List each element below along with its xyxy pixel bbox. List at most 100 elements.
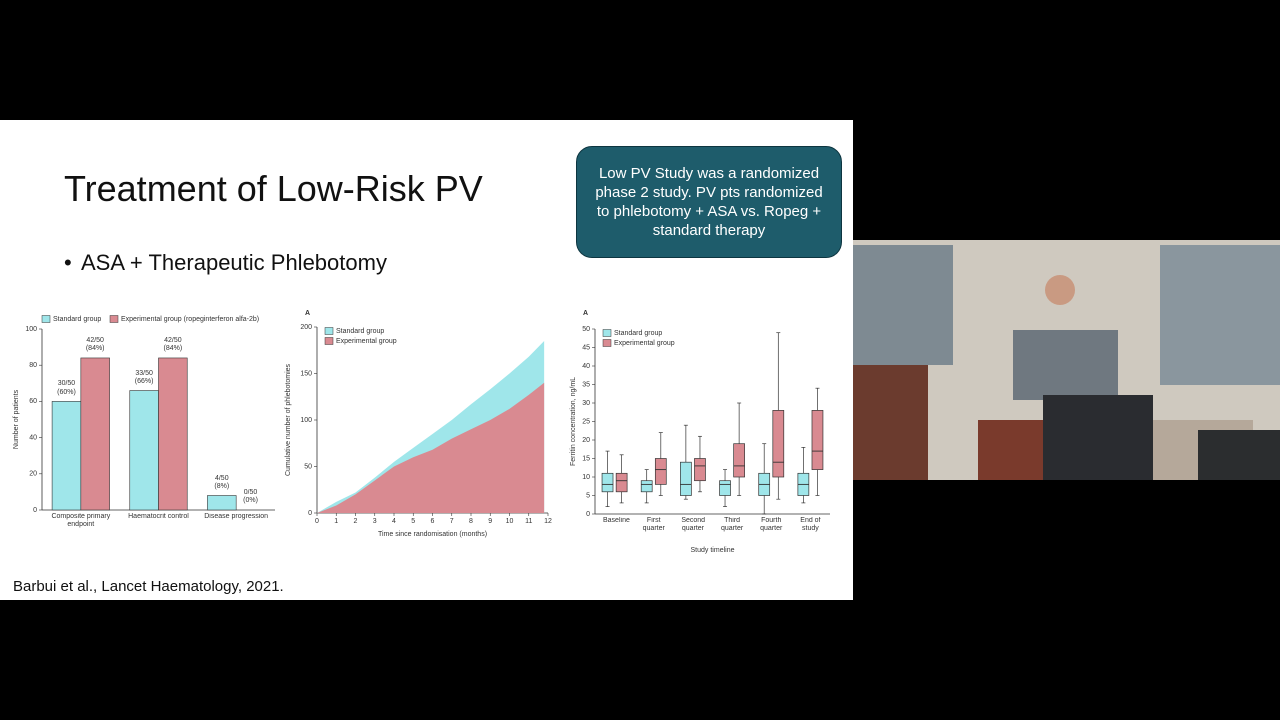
legend-label: Experimental group (ropeginterferon alfa… xyxy=(121,316,259,323)
value-label-box: 42/50 (84%) xyxy=(85,336,105,353)
y-tick-label: 20 xyxy=(582,437,590,444)
y-tick-label: 10 xyxy=(582,474,590,481)
chart-bar: 0 20 40 60 80 100 Number of patients Standard g… xyxy=(13,315,275,528)
value-label: 33/50 (66%) xyxy=(134,369,154,385)
window xyxy=(1160,245,1280,385)
y-axis-title: Cumulative number of phlebotomies xyxy=(285,363,292,476)
bar xyxy=(129,390,159,511)
callout: Low PV Study was a randomized phase 2 st… xyxy=(576,146,842,258)
bullet-dot: • xyxy=(64,250,72,275)
x-tick-label: Second quarter xyxy=(681,517,706,533)
x-tick-label-box: Haematocrit control xyxy=(128,513,189,520)
legend-label: Experimental group xyxy=(336,338,397,345)
legend-label: Standard group xyxy=(53,316,101,323)
y-tick-label: 30 xyxy=(582,400,590,407)
x-tick-label: Baseline xyxy=(603,517,630,524)
y-tick-label: 60 xyxy=(29,398,37,405)
speaker-head xyxy=(1045,275,1075,305)
y-tick-label: 200 xyxy=(300,324,312,331)
legend-swatch xyxy=(324,337,334,345)
x-tick-label: 3 xyxy=(373,518,377,525)
legend-label: Standard group xyxy=(336,328,384,335)
y-tick-label: 150 xyxy=(300,370,312,377)
x-tick-label-box: Second quarter xyxy=(681,517,706,533)
box xyxy=(615,472,628,493)
bullet: ASA + Therapeutic Phlebotomy xyxy=(81,250,387,275)
legend-label: Experimental group xyxy=(614,340,675,347)
box xyxy=(654,458,667,485)
x-tick-label: Disease progression xyxy=(204,513,269,520)
y-tick-label: 15 xyxy=(582,455,590,462)
bar xyxy=(51,401,82,511)
x-tick-label-box: Baseline xyxy=(603,517,630,524)
x-tick-label: 9 xyxy=(488,518,492,525)
x-tick-label: 6 xyxy=(431,518,435,525)
x-tick-label: 2 xyxy=(354,518,358,525)
x-axis-title: Study timeline xyxy=(691,547,735,554)
speaker xyxy=(1013,330,1118,400)
value-label-box: 42/50 (84%) xyxy=(163,336,183,353)
x-axis-title: Time since randomisation (months) xyxy=(378,531,487,538)
box xyxy=(694,458,706,482)
y-tick-label: 100 xyxy=(300,417,312,424)
box xyxy=(772,410,785,478)
bar xyxy=(80,357,110,511)
x-tick-label: 0 xyxy=(315,518,319,525)
value-label: 4/50 (8%) xyxy=(214,474,230,490)
legend-swatch xyxy=(41,315,51,323)
box xyxy=(719,480,731,496)
x-tick-label: 12 xyxy=(544,518,552,525)
y-tick-label: 0 xyxy=(586,511,590,518)
y-tick-label: 45 xyxy=(582,344,590,351)
y-tick-label: 35 xyxy=(582,381,590,388)
x-tick-label-box: End of study xyxy=(800,517,821,533)
value-label-box: 30/50 (60%) xyxy=(57,380,76,395)
y-tick-label: 40 xyxy=(582,363,590,370)
y-tick-label: 20 xyxy=(29,471,37,478)
box xyxy=(601,472,614,493)
box xyxy=(733,443,745,478)
box xyxy=(640,480,653,493)
y-axis-title: Number of patients xyxy=(13,389,20,449)
slide-title: Treatment of Low-Risk PV xyxy=(64,168,483,209)
window xyxy=(853,245,953,365)
bar xyxy=(207,495,237,511)
x-tick-label: Third quarter xyxy=(720,517,744,533)
x-tick-label: End of study xyxy=(800,517,821,533)
x-tick-label: 1 xyxy=(334,518,338,525)
bar xyxy=(158,357,188,511)
value-label: 0/50 (0%) xyxy=(243,489,258,505)
y-tick-label: 50 xyxy=(304,463,312,470)
value-label: 42/50 (84%) xyxy=(85,336,105,353)
legend-label: Standard group xyxy=(614,330,662,337)
x-tick-label: 10 xyxy=(506,518,514,525)
panel-label: A xyxy=(305,310,310,317)
x-tick-label-box: First quarter xyxy=(643,517,665,532)
podium xyxy=(853,365,928,480)
y-tick-label: 0 xyxy=(33,507,37,514)
x-tick-label: Haematocrit control xyxy=(128,513,189,520)
legend-swatch xyxy=(324,327,334,335)
x-tick-label: 8 xyxy=(469,518,473,525)
box xyxy=(811,410,824,470)
value-label: 42/50 (84%) xyxy=(163,336,183,353)
trash-bins xyxy=(1198,430,1280,480)
y-tick-label: 100 xyxy=(25,326,37,333)
slide: Treatment of Low-Risk PV • ASA + Therape… xyxy=(0,120,853,600)
x-tick-label-box: Disease progression xyxy=(204,513,269,520)
citation: Barbui et al., Lancet Haematology, 2021. xyxy=(13,578,284,595)
x-tick-label-box: Composite primary endpoint xyxy=(51,513,110,528)
value-label-box: 33/50 (66%) xyxy=(134,369,154,385)
area xyxy=(317,382,545,513)
y-tick-label: 0 xyxy=(308,510,312,517)
x-tick-label: 4 xyxy=(392,518,396,525)
chart-box: 0 5 10 15 20 25 30 35 40 45 50 Ferritin concentrati… xyxy=(570,310,830,554)
y-tick-label: 80 xyxy=(29,362,37,369)
y-tick-label: 40 xyxy=(29,434,37,441)
legend-swatch xyxy=(602,339,612,347)
y-tick-label: 50 xyxy=(582,326,590,333)
audience-member xyxy=(1043,395,1153,480)
x-tick-label: Fourth quarter xyxy=(760,517,783,533)
